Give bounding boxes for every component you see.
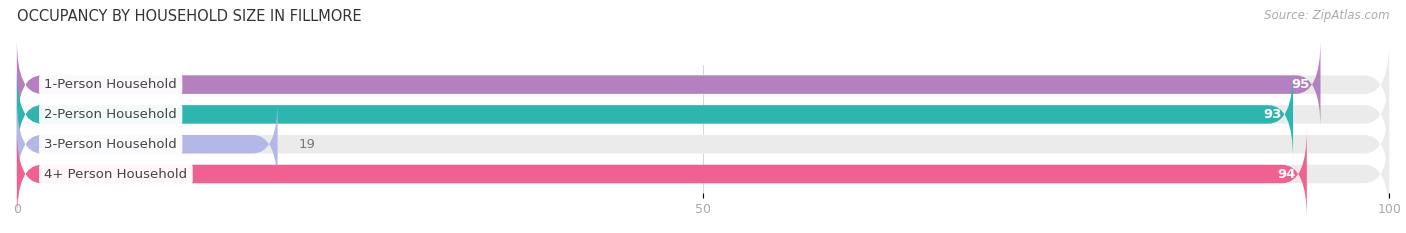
- FancyBboxPatch shape: [17, 70, 1294, 159]
- FancyBboxPatch shape: [17, 130, 1389, 218]
- Text: 2-Person Household: 2-Person Household: [45, 108, 177, 121]
- FancyBboxPatch shape: [17, 130, 1306, 218]
- Text: 3-Person Household: 3-Person Household: [45, 138, 177, 151]
- Text: 1-Person Household: 1-Person Household: [45, 78, 177, 91]
- FancyBboxPatch shape: [17, 40, 1320, 129]
- FancyBboxPatch shape: [17, 100, 1389, 189]
- Text: 19: 19: [298, 138, 315, 151]
- Text: 94: 94: [1278, 168, 1296, 181]
- FancyBboxPatch shape: [17, 100, 277, 189]
- Text: 95: 95: [1291, 78, 1309, 91]
- Text: Source: ZipAtlas.com: Source: ZipAtlas.com: [1264, 9, 1389, 22]
- Text: 4+ Person Household: 4+ Person Household: [45, 168, 187, 181]
- Text: 93: 93: [1264, 108, 1282, 121]
- FancyBboxPatch shape: [17, 70, 1389, 159]
- Text: OCCUPANCY BY HOUSEHOLD SIZE IN FILLMORE: OCCUPANCY BY HOUSEHOLD SIZE IN FILLMORE: [17, 9, 361, 24]
- FancyBboxPatch shape: [17, 40, 1389, 129]
